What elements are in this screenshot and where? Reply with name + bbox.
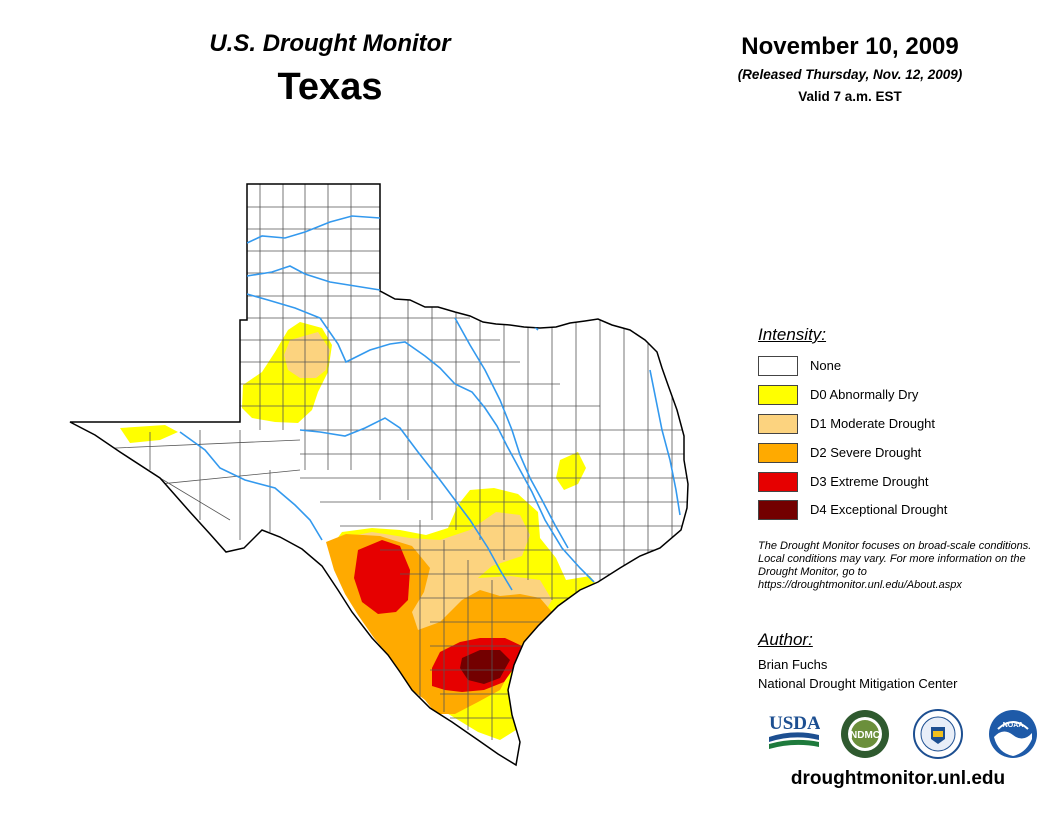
legend-swatch-d0	[758, 385, 798, 405]
ndmc-logo-text: NDMC	[850, 730, 880, 741]
river-brazos	[246, 293, 595, 583]
river-trinity	[454, 317, 569, 549]
legend-label-d2: D2 Severe Drought	[810, 445, 922, 460]
legend-swatch-d3	[758, 472, 798, 492]
usda-logo: USDA	[769, 713, 820, 749]
river-red-east	[519, 321, 539, 331]
river-sabine	[649, 369, 681, 516]
usda-logo-text: USDA	[769, 713, 820, 734]
drought-areas	[120, 322, 602, 740]
d0-area-east	[556, 452, 586, 490]
legend-swatch-d2	[758, 443, 798, 463]
river-red-fork	[246, 265, 381, 291]
d1-area-panhandle	[284, 332, 330, 378]
legend-label-d4: D4 Exceptional Drought	[810, 502, 948, 517]
state-outline	[69, 183, 689, 766]
region-title: Texas	[277, 66, 383, 108]
county-lines	[70, 184, 688, 740]
d4-area-south	[460, 650, 510, 684]
ndmc-logo: NDMC	[841, 710, 889, 758]
river-canadian	[246, 215, 381, 244]
release-date: (Released Thursday, Nov. 12, 2009)	[737, 67, 963, 82]
legend-label-none: None	[810, 358, 842, 373]
valid-time: Valid 7 a.m. EST	[798, 89, 902, 104]
info-note: The Drought Monitor focuses on broad-sca…	[758, 540, 1032, 591]
author-title: Author:	[758, 630, 813, 649]
legend-label-d3: D3 Extreme Drought	[810, 474, 929, 489]
river-pecos	[179, 431, 323, 541]
d0-area-west	[120, 425, 178, 443]
noaa-logo: NOAA	[989, 710, 1037, 758]
legend-swatch-d4	[758, 500, 798, 520]
legend-swatch-none	[758, 356, 798, 376]
author-name: Brian Fuchs	[758, 657, 828, 672]
texas-drought-map	[69, 183, 689, 766]
product-title: U.S. Drought Monitor	[209, 30, 451, 57]
website-url[interactable]: droughtmonitor.unl.edu	[790, 768, 1006, 789]
d3-area-west	[354, 540, 410, 614]
rivers	[179, 215, 681, 591]
author-org: National Drought Mitigation Center	[758, 676, 958, 691]
doc-seal-logo	[913, 709, 963, 759]
map-date: November 10, 2009	[741, 33, 959, 60]
river-colorado	[299, 417, 513, 591]
legend-label-d1: D1 Moderate Drought	[810, 416, 936, 431]
noaa-logo-text: NOAA	[1003, 722, 1024, 729]
legend-title: Intensity:	[758, 325, 827, 344]
legend-swatch-d1	[758, 414, 798, 434]
legend-label-d0: D0 Abnormally Dry	[810, 387, 919, 402]
